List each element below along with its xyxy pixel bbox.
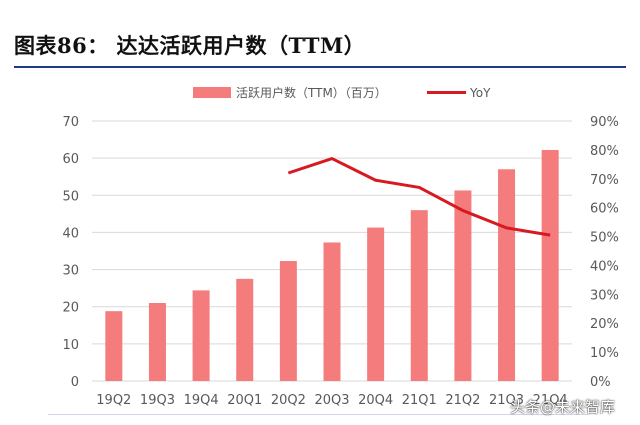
right-tick-label: 40% — [590, 259, 619, 274]
x-tick-label: 19Q2 — [96, 393, 131, 408]
bar-20Q3 — [323, 242, 341, 381]
x-tick-label: 21Q1 — [402, 393, 437, 408]
legend-bar-label: 活跃用户数（TTM）（百万） — [236, 85, 387, 100]
bar-series — [105, 149, 559, 381]
x-tick-label: 21Q4 — [533, 393, 568, 408]
left-tick-label: 20 — [62, 301, 79, 316]
right-axis-ticks: 0% 10% 20% 30% 40% 50% 60% 70% 80% 90% — [590, 115, 619, 390]
left-tick-label: 60 — [62, 152, 79, 167]
chart-title: 图表86： 达达活跃用户数（TTM） — [14, 33, 366, 58]
left-axis-ticks: 0 10 20 30 40 50 60 70 — [62, 115, 79, 390]
x-tick-label: 20Q3 — [314, 393, 349, 408]
left-tick-label: 10 — [62, 338, 79, 353]
bar-21Q4 — [541, 149, 559, 381]
right-tick-label: 80% — [590, 144, 619, 159]
right-tick-label: 30% — [590, 288, 619, 303]
x-tick-label: 21Q2 — [445, 393, 480, 408]
bar-20Q1 — [236, 278, 254, 381]
x-tick-label: 19Q4 — [184, 393, 219, 408]
bar-19Q3 — [148, 303, 166, 381]
right-tick-label: 50% — [590, 231, 619, 246]
right-tick-label: 90% — [590, 115, 619, 130]
left-tick-label: 40 — [62, 226, 79, 241]
bar-21Q2 — [454, 190, 472, 381]
x-axis-ticks: 19Q2 19Q3 19Q4 20Q1 20Q2 20Q3 20Q4 21Q1 21Q2 21Q3… — [96, 393, 567, 408]
left-tick-label: 70 — [62, 115, 79, 130]
bar-19Q4 — [192, 290, 210, 381]
x-tick-label: 20Q1 — [227, 393, 262, 408]
x-tick-label: 19Q3 — [140, 393, 175, 408]
bottom-divider — [48, 414, 588, 415]
right-tick-label: 10% — [590, 346, 619, 361]
legend-line-label: YoY — [469, 86, 491, 100]
left-tick-label: 50 — [62, 189, 79, 204]
x-tick-label: 21Q3 — [489, 393, 524, 408]
line-series — [287, 157, 551, 237]
x-tick-label: 20Q2 — [271, 393, 306, 408]
left-tick-label: 30 — [62, 264, 79, 279]
watermark: 头条@未来智库 — [510, 398, 616, 416]
bar-20Q4 — [367, 227, 385, 381]
bar-21Q3 — [498, 169, 516, 381]
legend-bar-swatch — [193, 87, 231, 98]
left-tick-label: 0 — [71, 375, 79, 390]
title-divider — [14, 66, 626, 68]
legend: 活跃用户数（TTM）（百万） YoY — [193, 85, 491, 100]
right-tick-label: 60% — [590, 202, 619, 217]
right-tick-label: 70% — [590, 173, 619, 188]
bar-19Q2 — [105, 311, 123, 381]
right-tick-label: 20% — [590, 317, 619, 332]
bar-20Q2 — [279, 261, 297, 381]
bar-21Q1 — [410, 210, 428, 381]
right-tick-label: 0% — [590, 375, 611, 390]
x-tick-label: 20Q4 — [358, 393, 393, 408]
yoy-line — [287, 157, 551, 237]
